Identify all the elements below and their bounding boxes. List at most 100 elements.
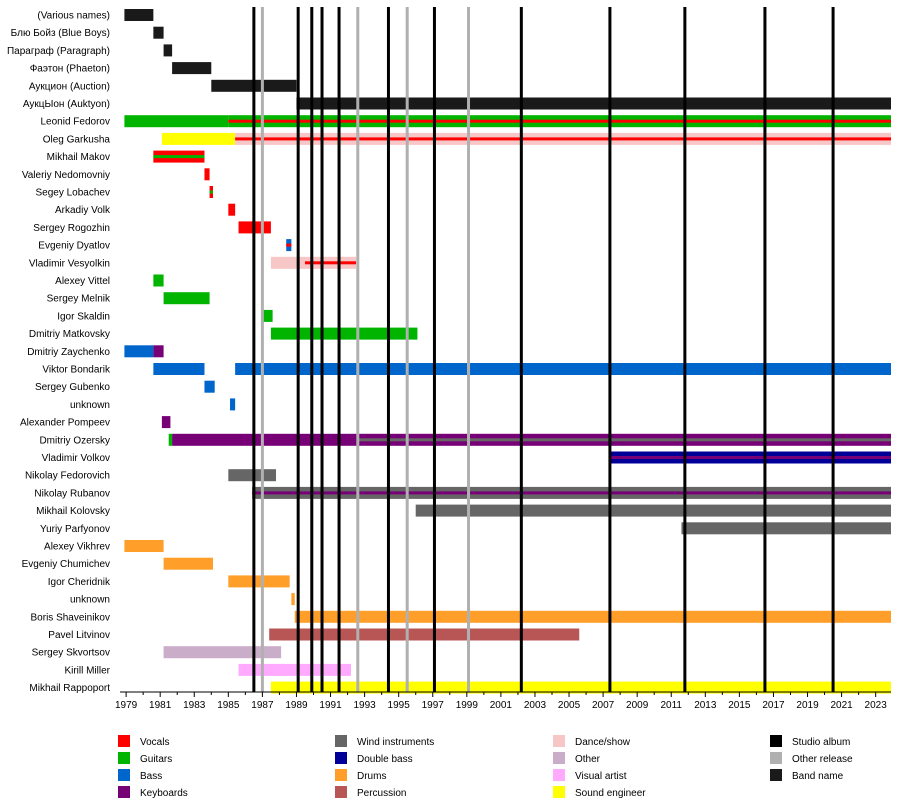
- member-label: Kirill Miller: [64, 665, 110, 676]
- member-bar: [204, 380, 215, 393]
- member-bar: [163, 44, 173, 57]
- x-tick-label: 1991: [319, 700, 342, 711]
- member-label: Alexey Vittel: [55, 276, 110, 287]
- member-bar: [228, 575, 290, 588]
- member-label: Pavel Litvinov: [48, 630, 110, 641]
- member-bar: [269, 628, 580, 641]
- member-label: Sergey Gubenko: [35, 382, 110, 393]
- member-label: Nikolay Rubanov: [34, 488, 110, 499]
- release-lines: [252, 7, 835, 692]
- member-label: Evgeniy Dyatlov: [38, 241, 110, 252]
- x-tick-label: 2001: [490, 700, 513, 711]
- member-label: Segey Lobachev: [35, 188, 110, 199]
- member-bar: [172, 62, 212, 75]
- legend-swatch: [335, 752, 347, 764]
- member-bar: [161, 132, 236, 145]
- legend-swatch: [553, 786, 565, 798]
- member-bar-stripe: [235, 137, 892, 141]
- x-tick-label: 1995: [388, 700, 411, 711]
- legend-label: Guitars: [140, 754, 172, 765]
- member-label: Viktor Bondarik: [42, 365, 111, 376]
- member-label: Leonid Fedorov: [41, 117, 111, 128]
- member-label: Valeriy Nedomovniy: [22, 170, 110, 181]
- member-bar-stripe: [209, 190, 213, 194]
- member-label: Аукцион (Auction): [29, 81, 110, 92]
- member-bar-stripe: [609, 456, 891, 459]
- member-bar: [270, 681, 891, 694]
- x-tick-label: 2017: [762, 700, 785, 711]
- member-label: (Various names): [37, 11, 110, 22]
- legend-swatch: [118, 735, 130, 747]
- x-tick-label: 2013: [694, 700, 717, 711]
- member-bar: [235, 363, 892, 375]
- member-label: Igor Cheridnik: [48, 577, 111, 588]
- legend-swatch: [335, 735, 347, 747]
- legend-label: Percussion: [357, 788, 406, 799]
- member-label: Фаэтон (Phaeton): [30, 64, 110, 75]
- x-tick-label: 2023: [865, 700, 888, 711]
- member-label: Evgeniy Chumichev: [22, 559, 110, 570]
- x-tick-label: 1985: [217, 700, 240, 711]
- member-label: Dmitriy Matkovsky: [29, 329, 110, 340]
- x-tick-label: 1989: [285, 700, 308, 711]
- x-tick-label: 2019: [796, 700, 819, 711]
- member-bar: [238, 663, 351, 676]
- member-label: unknown: [70, 595, 110, 606]
- legend-label: Other release: [792, 754, 853, 765]
- x-tick-label: 1993: [353, 700, 376, 711]
- member-bar: [230, 398, 236, 411]
- legend-label: Sound engineer: [575, 788, 646, 799]
- member-bar: [204, 168, 210, 181]
- member-label: Блю Бойз (Blue Boys): [11, 28, 110, 39]
- x-tick-label: 1997: [422, 700, 445, 711]
- member-bar: [153, 345, 164, 358]
- member-bar-stripe: [304, 261, 357, 265]
- member-label: Mikhail Rappoport: [29, 683, 110, 694]
- member-bar-stripe: [357, 438, 892, 442]
- legend-swatch: [118, 786, 130, 798]
- legend-label: Vocals: [140, 737, 169, 748]
- member-bar: [262, 309, 273, 322]
- member-bar: [124, 115, 229, 128]
- member-label: Boris Shaveinikov: [31, 612, 110, 623]
- member-label: Arkadiy Volk: [55, 205, 111, 216]
- x-axis: 1979 1981 1983 1985 1987 1989 1991 1993 1995 1997…: [115, 691, 891, 711]
- member-label: Mikhail Kolovsky: [36, 506, 110, 517]
- member-label: Vladimir Vesyolkin: [29, 258, 110, 269]
- member-bar: [270, 327, 418, 340]
- legend-swatch: [553, 752, 565, 764]
- member-bar: [124, 345, 154, 358]
- member-bar: [153, 274, 164, 287]
- x-tick-label: 1981: [149, 700, 172, 711]
- member-label: Alexander Pompeev: [20, 418, 110, 429]
- member-label: Igor Skaldin: [57, 311, 110, 322]
- legend-label: Drums: [357, 771, 386, 782]
- legend-label: Dance/show: [575, 737, 631, 748]
- member-label: Mikhail Makov: [47, 152, 110, 163]
- member-bar: [163, 646, 282, 659]
- member-bar-stripe: [153, 155, 205, 159]
- member-label: Vladimir Volkov: [42, 453, 110, 464]
- legend-label: Band name: [792, 771, 844, 782]
- member-bar: [168, 433, 173, 446]
- legend-swatch: [118, 752, 130, 764]
- legend-swatch: [553, 769, 565, 781]
- member-label: Alexey Vikhrev: [44, 542, 110, 553]
- member-bar-stripe: [286, 243, 292, 247]
- member-bar: [163, 557, 213, 570]
- member-label: Dmitriy Zaychenko: [27, 347, 110, 358]
- member-label: unknown: [70, 400, 110, 411]
- member-bar-stripe: [228, 119, 892, 123]
- member-label: Yuriy Parfyonov: [40, 524, 110, 535]
- member-bar: [291, 593, 295, 606]
- member-label: Sergey Melnik: [47, 294, 111, 305]
- member-bar: [124, 9, 154, 21]
- x-tick-label: 2003: [524, 700, 547, 711]
- member-label: Dmitriy Ozersky: [39, 435, 110, 446]
- member-bar: [296, 97, 891, 110]
- member-bar: [163, 292, 210, 305]
- member-bar: [228, 469, 277, 482]
- legend-swatch: [553, 735, 565, 747]
- x-tick-label: 2009: [626, 700, 649, 711]
- member-bar: [681, 522, 891, 535]
